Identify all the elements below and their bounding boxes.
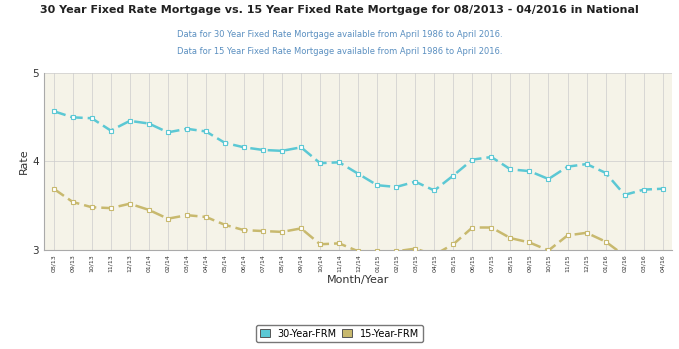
Legend: 30-Year-FRM, 15-Year-FRM: 30-Year-FRM, 15-Year-FRM (256, 325, 423, 342)
Text: Data for 15 Year Fixed Rate Mortgage available from April 1986 to April 2016.: Data for 15 Year Fixed Rate Mortgage ava… (177, 47, 502, 56)
X-axis label: Month/Year: Month/Year (327, 275, 389, 285)
Text: Data for 30 Year Fixed Rate Mortgage available from April 1986 to April 2016.: Data for 30 Year Fixed Rate Mortgage ava… (177, 30, 502, 39)
Y-axis label: Rate: Rate (18, 149, 29, 174)
Text: 30 Year Fixed Rate Mortgage vs. 15 Year Fixed Rate Mortgage for 08/2013 - 04/201: 30 Year Fixed Rate Mortgage vs. 15 Year … (40, 5, 639, 15)
